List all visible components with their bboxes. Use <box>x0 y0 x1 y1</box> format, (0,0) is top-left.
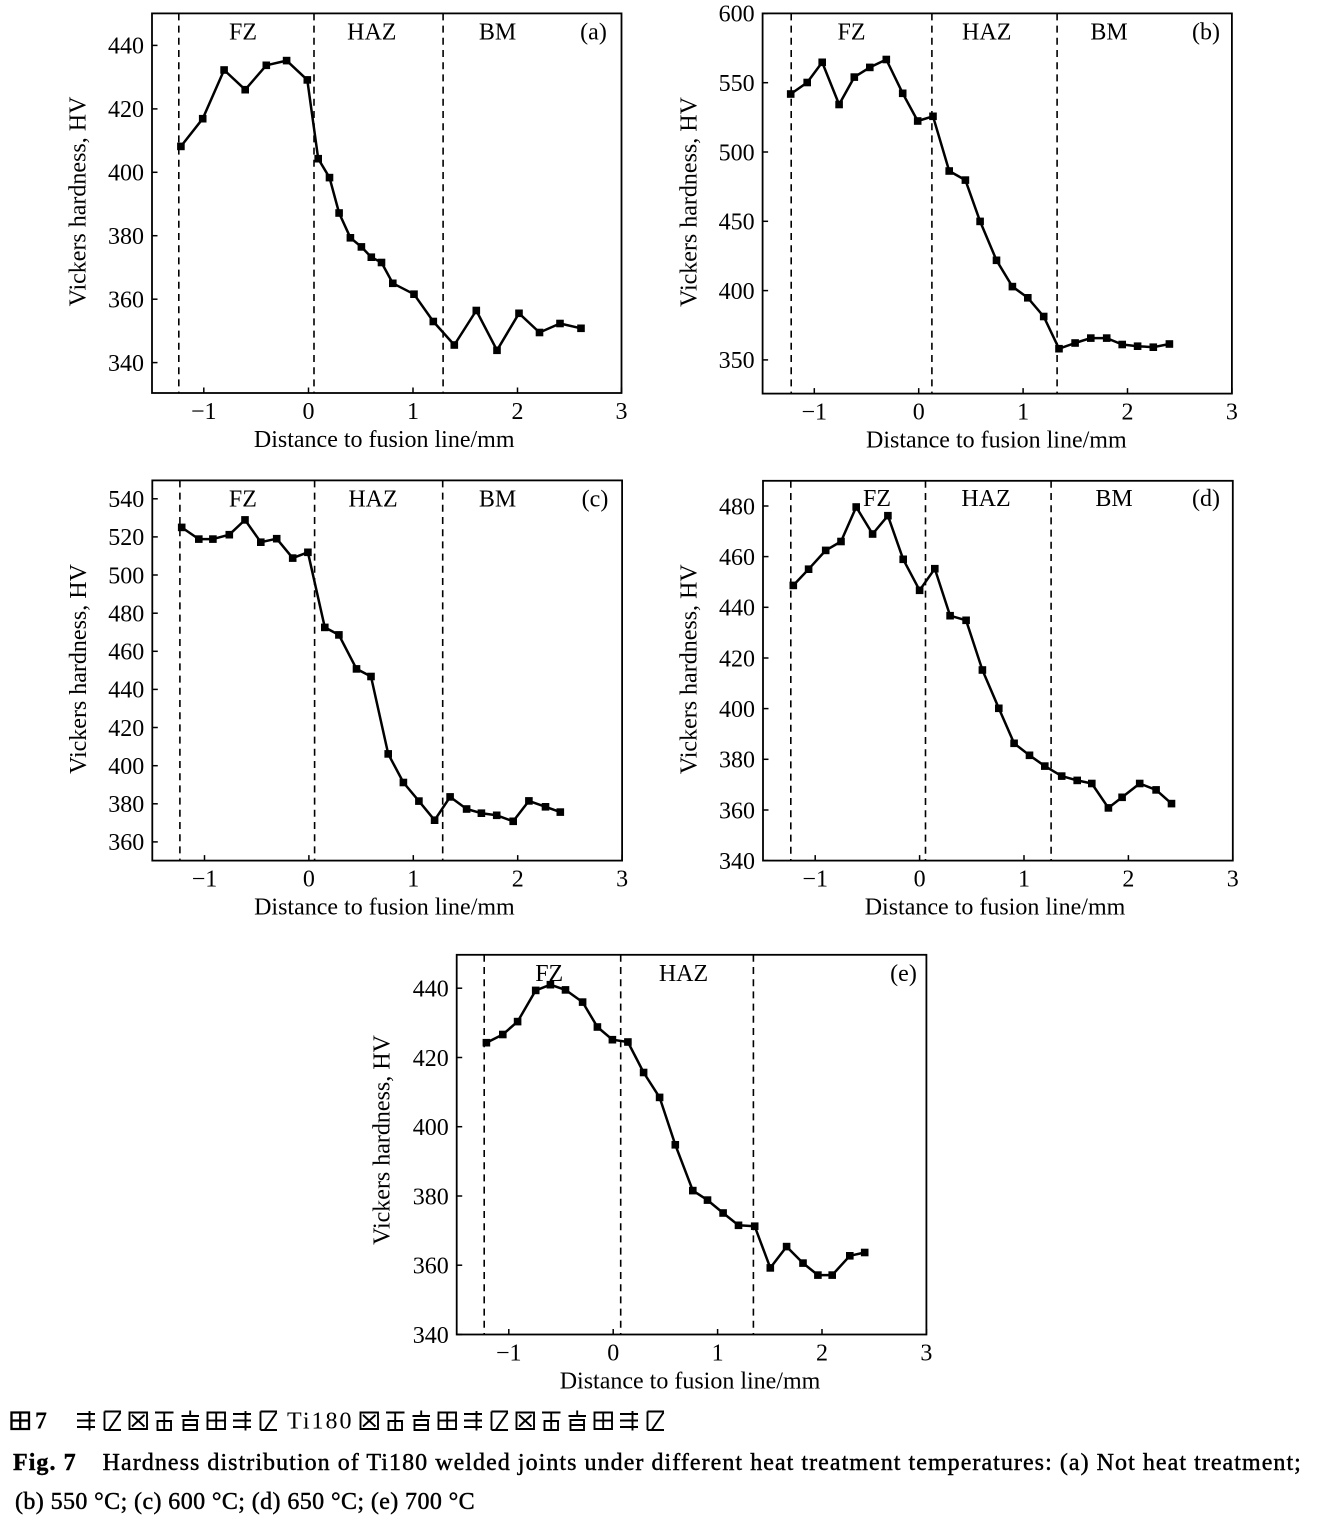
svg-text:380: 380 <box>719 748 755 774</box>
svg-text:Distance to fusion line/mm: Distance to fusion line/mm <box>254 895 515 921</box>
svg-text:7: 7 <box>35 1409 47 1435</box>
svg-text:2: 2 <box>816 1341 828 1367</box>
svg-text:(d): (d) <box>1192 486 1220 512</box>
svg-text:600: 600 <box>719 2 755 28</box>
svg-text:BM: BM <box>479 19 516 45</box>
svg-text:Vickers hardness, HV: Vickers hardness, HV <box>370 1034 396 1245</box>
svg-text:Distance to fusion line/mm: Distance to fusion line/mm <box>865 895 1126 921</box>
svg-text:(b): (b) <box>1192 19 1220 45</box>
svg-text:0: 0 <box>913 400 925 426</box>
svg-text:400: 400 <box>719 279 755 305</box>
svg-text:HAZ: HAZ <box>659 961 708 987</box>
svg-text:500: 500 <box>719 140 755 166</box>
svg-text:400: 400 <box>108 161 144 187</box>
svg-text:400: 400 <box>719 697 755 723</box>
svg-text:0: 0 <box>303 867 315 893</box>
svg-text:3: 3 <box>616 399 628 425</box>
svg-text:FZ: FZ <box>229 486 257 512</box>
svg-text:Distance to fusion line/mm: Distance to fusion line/mm <box>254 427 515 453</box>
svg-text:−1: −1 <box>192 867 218 893</box>
svg-text:HAZ: HAZ <box>961 486 1010 512</box>
svg-text:2: 2 <box>1122 867 1134 893</box>
svg-text:0: 0 <box>303 399 315 425</box>
svg-text:480: 480 <box>719 494 755 520</box>
svg-text:−1: −1 <box>802 400 828 426</box>
svg-text:−1: −1 <box>802 867 828 893</box>
svg-text:(a): (a) <box>580 19 607 45</box>
svg-text:Distance to fusion line/mm: Distance to fusion line/mm <box>866 428 1127 454</box>
svg-text:BM: BM <box>1090 19 1127 45</box>
svg-text:1: 1 <box>1018 867 1030 893</box>
svg-text:380: 380 <box>108 224 144 250</box>
svg-text:HAZ: HAZ <box>962 19 1011 45</box>
svg-text:420: 420 <box>413 1046 449 1072</box>
svg-text:500: 500 <box>108 563 144 589</box>
svg-text:FZ: FZ <box>837 19 865 45</box>
svg-text:2: 2 <box>512 399 524 425</box>
svg-text:Vickers hardness, HV: Vickers hardness, HV <box>66 96 92 307</box>
svg-text:2: 2 <box>512 867 524 893</box>
svg-text:440: 440 <box>108 34 144 60</box>
svg-text:1: 1 <box>1017 400 1029 426</box>
svg-text:480: 480 <box>108 602 144 628</box>
svg-text:440: 440 <box>719 596 755 622</box>
svg-text:360: 360 <box>719 798 755 824</box>
svg-text:420: 420 <box>719 646 755 672</box>
svg-text:340: 340 <box>413 1323 449 1349</box>
svg-text:BM: BM <box>1095 486 1132 512</box>
svg-text:340: 340 <box>108 351 144 377</box>
svg-text:3: 3 <box>1226 400 1238 426</box>
svg-text:Vickers hardness, HV: Vickers hardness, HV <box>677 564 703 775</box>
svg-text:400: 400 <box>413 1115 449 1141</box>
svg-text:400: 400 <box>108 754 144 780</box>
svg-text:380: 380 <box>108 792 144 818</box>
svg-text:Distance to fusion line/mm: Distance to fusion line/mm <box>560 1369 821 1395</box>
svg-text:(c): (c) <box>582 486 609 512</box>
svg-text:Vickers hardness, HV: Vickers hardness, HV <box>66 563 92 774</box>
svg-text:440: 440 <box>413 977 449 1003</box>
svg-text:FZ: FZ <box>229 19 257 45</box>
svg-text:360: 360 <box>108 288 144 314</box>
svg-text:0: 0 <box>607 1341 619 1367</box>
svg-text:3: 3 <box>920 1341 932 1367</box>
svg-text:3: 3 <box>1227 867 1239 893</box>
svg-text:350: 350 <box>719 348 755 374</box>
svg-text:BM: BM <box>479 486 516 512</box>
svg-text:520: 520 <box>108 525 144 551</box>
svg-text:(e): (e) <box>890 961 917 987</box>
svg-text:3: 3 <box>616 867 628 893</box>
svg-text:HAZ: HAZ <box>347 19 396 45</box>
svg-text:460: 460 <box>108 640 144 666</box>
svg-text:1: 1 <box>407 399 419 425</box>
svg-text:340: 340 <box>719 849 755 875</box>
svg-text:HAZ: HAZ <box>348 486 397 512</box>
svg-text:FZ: FZ <box>863 486 891 512</box>
svg-text:−1: −1 <box>191 399 217 425</box>
svg-text:360: 360 <box>108 830 144 856</box>
svg-text:450: 450 <box>719 210 755 236</box>
svg-text:420: 420 <box>108 716 144 742</box>
svg-text:1: 1 <box>712 1341 724 1367</box>
svg-text:−1: −1 <box>496 1341 522 1367</box>
svg-text:550: 550 <box>719 71 755 97</box>
svg-text:360: 360 <box>413 1254 449 1280</box>
svg-text:540: 540 <box>108 487 144 513</box>
svg-text:460: 460 <box>719 545 755 571</box>
svg-text:440: 440 <box>108 678 144 704</box>
svg-text:1: 1 <box>407 867 419 893</box>
svg-text:Ti180: Ti180 <box>287 1409 353 1435</box>
svg-text:420: 420 <box>108 97 144 123</box>
svg-text:0: 0 <box>914 867 926 893</box>
svg-text:2: 2 <box>1122 400 1134 426</box>
svg-text:380: 380 <box>413 1184 449 1210</box>
svg-text:Vickers hardness, HV: Vickers hardness, HV <box>676 96 702 307</box>
